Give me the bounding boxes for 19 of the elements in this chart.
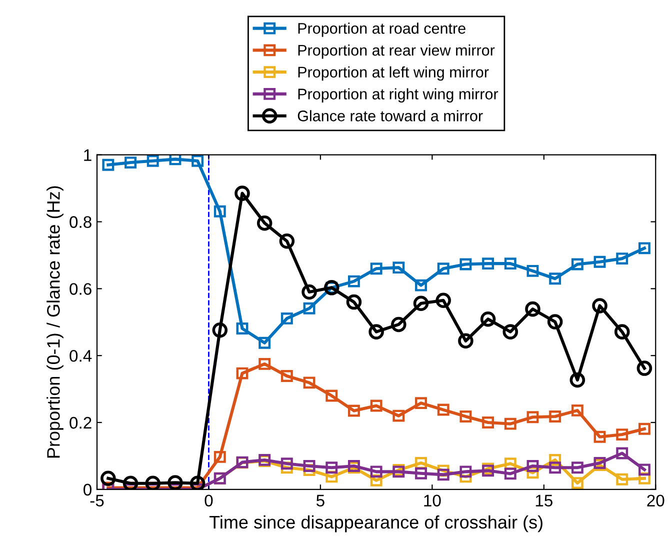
x-tick-label: 10 <box>424 494 441 507</box>
x-tick-label: 15 <box>536 494 552 507</box>
legend-label: Proportion at rear view mirror <box>298 44 495 59</box>
legend-label: Proportion at road centre <box>298 22 466 37</box>
legend-label: Glance rate toward a mirror <box>298 110 483 122</box>
x-axis-title: Time since disappearance of crosshair (s) <box>209 515 542 532</box>
legend-label: Proportion at right wing mirror <box>298 88 498 102</box>
y-tick-label: 0 <box>84 484 92 496</box>
y-tick-label: 0.2 <box>70 416 92 429</box>
x-tick-label: 0 <box>204 494 213 507</box>
y-tick-label: 0.4 <box>70 350 92 362</box>
y-tick-label: 0.8 <box>70 216 92 228</box>
y-tick-label: 0.6 <box>70 283 92 295</box>
x-tick-label: 5 <box>316 494 324 507</box>
y-tick-label: 1 <box>84 149 92 161</box>
x-tick-label: 20 <box>647 494 664 507</box>
x-tick-label: -5 <box>90 494 104 507</box>
legend-label: Proportion at left wing mirror <box>298 66 489 81</box>
y-axis-title: Proportion (0-1) / Glance rate (Hz) <box>46 186 64 458</box>
